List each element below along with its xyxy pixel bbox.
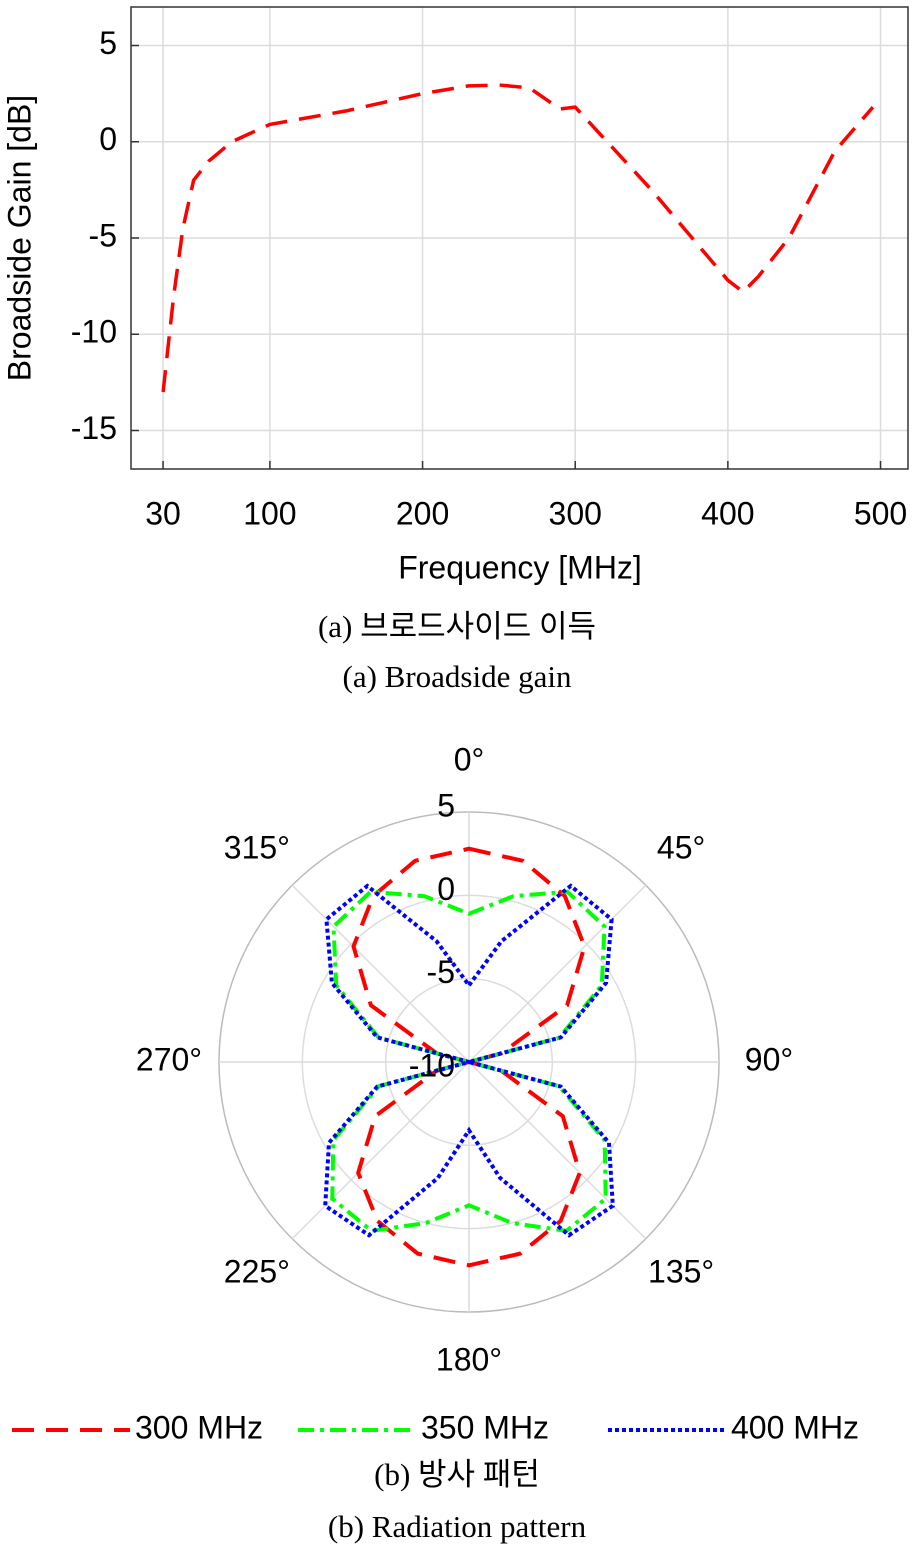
y-tick-label: -15 [71,410,117,446]
theta-tick-label: 135° [648,1254,714,1290]
x-axis-label: Frequency [MHz] [398,549,642,585]
spoke [468,1061,647,1240]
spoke [468,884,647,1063]
legend-label: 350 MHz [421,1409,549,1445]
r-tick-label: 0 [437,871,455,907]
pattern-line [351,846,587,1268]
r-tick-label: -10 [409,1047,455,1083]
x-tick-label: 200 [396,495,449,531]
y-tick-label: 5 [99,25,117,61]
theta-tick-label: 180° [436,1341,502,1377]
x-tick-label: 300 [549,495,602,531]
r-tick-label: 5 [437,787,455,823]
theta-tick-label: 0° [454,741,485,777]
x-tick-label: 30 [145,495,181,531]
pattern-line [323,883,615,1238]
y-tick-label: -5 [89,217,117,253]
theta-tick-label: 45° [657,829,705,865]
x-tick-label: 500 [854,495,907,531]
theta-tick-label: 225° [224,1254,290,1290]
caption: (a) Broadside gain [343,659,572,694]
spoke [291,1061,470,1240]
legend-label: 400 MHz [731,1409,859,1445]
caption: (b) Radiation pattern [328,1509,587,1544]
y-tick-label: 0 [99,121,117,157]
x-tick-label: 100 [243,495,296,531]
y-tick-label: -10 [71,314,117,350]
r-tick-label: -5 [427,954,455,990]
theta-tick-label: 270° [136,1041,202,1077]
theta-tick-label: 315° [224,829,290,865]
axes-frame [130,6,909,470]
legend-label: 300 MHz [135,1409,263,1445]
spoke [291,884,470,1063]
theta-tick-label: 90° [745,1041,793,1077]
x-tick-label: 400 [701,495,754,531]
y-axis-label: Broadside Gain [dB] [1,95,37,381]
caption: (b) 방사 패턴 [374,1457,540,1492]
caption: (a) 브로드사이드 이득 [318,609,596,644]
data-line [161,83,875,393]
